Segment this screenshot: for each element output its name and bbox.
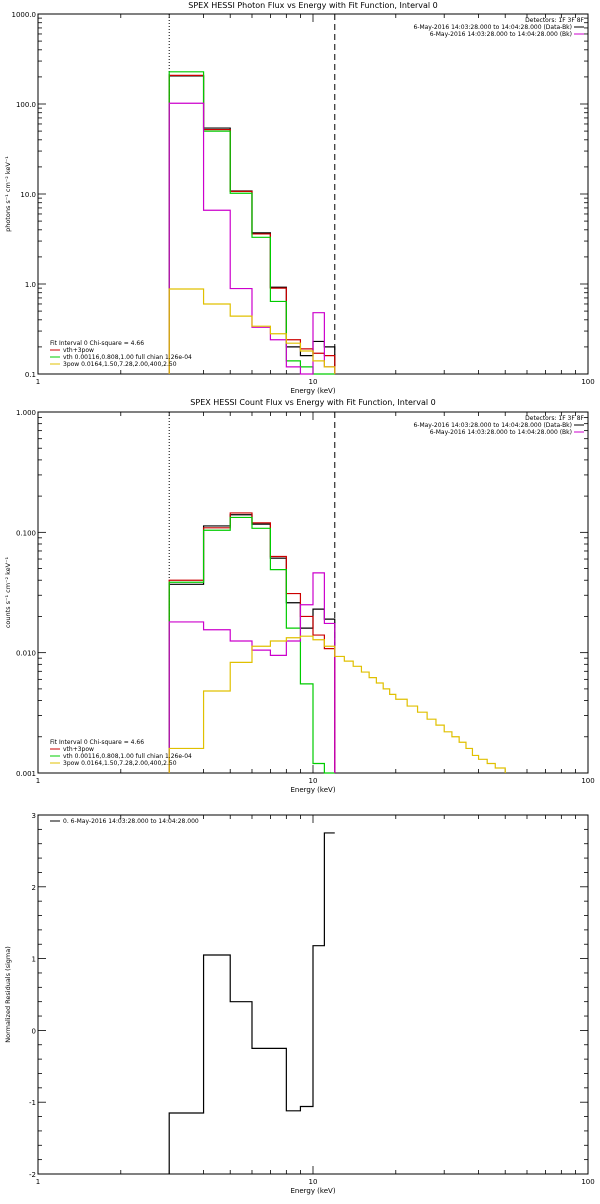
series-1-line	[168, 832, 335, 1174]
x-tick-label: 100	[581, 777, 594, 785]
fit-legend-label: 3pow 0.0164,1.50,7.28,2.00,400,2.50	[63, 760, 177, 767]
y-tick-label: 1.000	[16, 409, 36, 417]
x-tick-label: 10	[309, 1178, 318, 1186]
y-tick-label: 0	[32, 1027, 36, 1035]
x-tick-label: 100	[581, 378, 594, 386]
x-tick-label: 10	[309, 777, 318, 785]
y-tick-label: 0.100	[16, 529, 36, 537]
series-5-line	[168, 288, 336, 374]
legend-entry-label: 6-May-2016 14:03:28.000 to 14:04:28.000 …	[413, 24, 572, 31]
x-axis-label: Energy (keV)	[290, 387, 335, 395]
series-4-line	[168, 572, 336, 773]
y-tick-label: 1000.0	[12, 11, 37, 19]
series-4-line	[168, 102, 336, 375]
legend-header: Detectors: 1F 3F 8F	[525, 17, 584, 24]
y-axis-label: photons s⁻¹ cm⁻² keV⁻¹	[4, 156, 12, 232]
chart-title: SPEX HESSI Count Flux vs Energy with Fit…	[190, 398, 435, 407]
y-tick-label: 0.010	[16, 650, 36, 658]
y-tick-label: 100.0	[16, 101, 36, 109]
chart-title: SPEX HESSI Photon Flux vs Energy with Fi…	[188, 1, 438, 10]
fit-legend-label: 0. 6-May-2016 14:03:28.000 to 14:04:28.0…	[63, 818, 199, 825]
panel-2: SPEX HESSI Count Flux vs Energy with Fit…	[4, 398, 595, 794]
fit-legend-label: vth 0.00116,0.808,1.00 full chian 1.26e-…	[63, 354, 192, 361]
series-3-line	[168, 71, 335, 375]
x-axis-label: Energy (keV)	[290, 1187, 335, 1195]
x-tick-label: 1	[36, 777, 40, 785]
y-tick-label: 0.1	[25, 371, 36, 379]
x-tick-label: 10	[309, 378, 318, 386]
y-tick-label: 2	[32, 884, 36, 892]
fit-legend-label: vth+3pow	[63, 746, 94, 753]
x-tick-label: 1	[36, 1178, 40, 1186]
x-tick-label: 1	[36, 378, 40, 386]
fit-legend-label: vth+3pow	[63, 347, 94, 354]
fit-legend-label: vth 0.00116,0.808,1.00 full chian 1.26e-…	[63, 753, 192, 760]
y-tick-label: 1.0	[25, 281, 36, 289]
legend-entry-label: 6-May-2016 14:03:28.000 to 14:04:28.000 …	[430, 31, 572, 38]
y-tick-label: -1	[29, 1099, 36, 1107]
fit-legend-label: 3pow 0.0164,1.50,7.28,2.00,400,2.50	[63, 361, 177, 368]
y-tick-label: 0.001	[16, 770, 36, 778]
x-axis-label: Energy (keV)	[290, 786, 335, 794]
y-tick-label: 10.0	[20, 191, 36, 199]
series-3-line	[168, 516, 335, 774]
series-1-line	[168, 514, 336, 773]
series-2-line	[168, 512, 336, 773]
fit-legend-header: Fit Interval 0 Chi-square = 4.66	[50, 739, 144, 746]
series-1-line	[168, 75, 336, 374]
legend-header: Detectors: 1F 3F 8F	[525, 415, 584, 422]
y-axis-label: counts s⁻¹ cm⁻² keV⁻¹	[4, 556, 12, 628]
series-5-line	[168, 635, 506, 773]
series-2-line	[168, 74, 336, 374]
y-axis-label: Normalized Residuals (sigma)	[4, 946, 12, 1043]
panel-1: SPEX HESSI Photon Flux vs Energy with Fi…	[4, 1, 595, 395]
x-tick-label: 100	[581, 1178, 594, 1186]
y-tick-label: -2	[29, 1171, 36, 1179]
y-tick-label: 3	[32, 812, 36, 820]
fit-legend-header: Fit Interval 0 Chi-square = 4.66	[50, 340, 144, 347]
legend-entry-label: 6-May-2016 14:03:28.000 to 14:04:28.000 …	[430, 429, 572, 436]
y-tick-label: 1	[32, 956, 36, 964]
panel-3: 1 10 100 Energy (keV) -2 -1 0 1 2 3 Normalized Res…	[4, 812, 595, 1195]
legend-entry-label: 6-May-2016 14:03:28.000 to 14:04:28.000 …	[413, 422, 572, 429]
